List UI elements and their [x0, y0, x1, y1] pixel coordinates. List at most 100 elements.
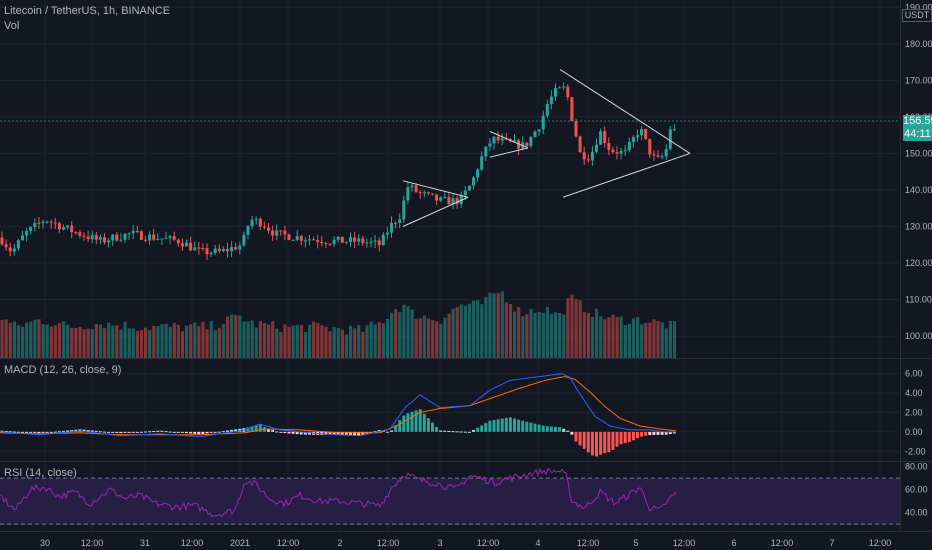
candle-body[interactable] — [254, 218, 258, 220]
candle-body[interactable] — [586, 159, 590, 161]
candle-body[interactable] — [414, 185, 418, 192]
candle-body[interactable] — [131, 230, 135, 234]
candle-body[interactable] — [172, 236, 176, 240]
trendline[interactable] — [562, 152, 691, 198]
candle-body[interactable] — [189, 242, 193, 251]
symbol-legend[interactable]: Litecoin / TetherUS, 1h, BINANCE — [4, 5, 171, 17]
candle-body[interactable] — [595, 144, 598, 152]
candle-body[interactable] — [176, 239, 180, 244]
trendline[interactable] — [559, 68, 691, 154]
candle-body[interactable] — [57, 223, 61, 230]
candle-body[interactable] — [250, 219, 254, 227]
candle-body[interactable] — [148, 234, 152, 241]
candle-body[interactable] — [45, 221, 49, 223]
candle-body[interactable] — [377, 240, 381, 246]
candle-body[interactable] — [287, 234, 291, 240]
candle-body[interactable] — [541, 115, 545, 130]
candle-body[interactable] — [308, 239, 311, 241]
candle-body[interactable] — [160, 238, 164, 240]
candle-body[interactable] — [656, 155, 660, 157]
candle-body[interactable] — [353, 237, 357, 242]
volume-legend[interactable]: Vol — [4, 20, 20, 32]
candle-body[interactable] — [529, 136, 533, 147]
candle-body[interactable] — [49, 221, 53, 223]
currency-badge[interactable]: USDT — [902, 9, 932, 22]
candle-body[interactable] — [349, 237, 352, 242]
candle-body[interactable] — [369, 241, 373, 243]
candle-body[interactable] — [599, 131, 603, 145]
candle-body[interactable] — [107, 240, 111, 243]
candle-body[interactable] — [234, 247, 238, 250]
candle-body[interactable] — [180, 243, 184, 247]
candle-body[interactable] — [94, 235, 98, 240]
candle-body[interactable] — [451, 198, 455, 205]
candle-body[interactable] — [144, 239, 147, 241]
candle-body[interactable] — [328, 243, 332, 245]
candle-body[interactable] — [279, 230, 283, 232]
candle-body[interactable] — [41, 221, 45, 223]
candle-body[interactable] — [459, 195, 463, 205]
candle-body[interactable] — [385, 232, 389, 235]
candle-body[interactable] — [480, 156, 484, 170]
pane-dividers[interactable] — [0, 0, 932, 532]
trendline[interactable] — [402, 196, 469, 227]
candle-body[interactable] — [262, 226, 266, 228]
candle-body[interactable] — [303, 240, 307, 242]
candle-body[interactable] — [70, 225, 74, 233]
candle-body[interactable] — [205, 248, 209, 255]
candle-body[interactable] — [394, 222, 398, 224]
candle-body[interactable] — [320, 241, 324, 244]
candle-body[interactable] — [554, 87, 557, 97]
candle-body[interactable] — [636, 135, 639, 138]
candle-body[interactable] — [86, 236, 90, 240]
candle-body[interactable] — [566, 86, 570, 98]
candle-body[interactable] — [513, 140, 516, 142]
candle-body[interactable] — [344, 241, 348, 243]
candle-body[interactable] — [127, 233, 131, 235]
trendline[interactable] — [402, 180, 469, 198]
candle-body[interactable] — [33, 222, 37, 227]
candle-body[interactable] — [418, 191, 422, 193]
candle-body[interactable] — [578, 136, 582, 153]
candle-body[interactable] — [611, 149, 615, 153]
candle-body[interactable] — [365, 242, 369, 244]
candle-body[interactable] — [476, 169, 480, 178]
candle-body[interactable] — [549, 96, 553, 105]
candle-body[interactable] — [652, 154, 656, 156]
candle-body[interactable] — [570, 97, 574, 122]
candle-body[interactable] — [213, 248, 217, 253]
candle-body[interactable] — [644, 128, 648, 139]
candle-body[interactable] — [615, 152, 619, 154]
candle-body[interactable] — [98, 237, 102, 240]
candle-body[interactable] — [197, 247, 201, 249]
candle-body[interactable] — [402, 200, 406, 220]
candle-body[interactable] — [357, 238, 361, 242]
candle-body[interactable] — [139, 231, 143, 240]
candle-body[interactable] — [492, 136, 496, 144]
candle-body[interactable] — [12, 248, 16, 252]
candle-body[interactable] — [619, 150, 623, 154]
candle-body[interactable] — [500, 138, 504, 141]
rsi-legend[interactable]: RSI (14, close) — [4, 467, 77, 479]
candle-body[interactable] — [4, 244, 8, 248]
candle-body[interactable] — [406, 187, 410, 201]
candle-body[interactable] — [672, 129, 676, 131]
candle-body[interactable] — [299, 236, 303, 241]
candle-body[interactable] — [431, 193, 434, 195]
candle-body[interactable] — [168, 236, 172, 238]
candle-body[interactable] — [25, 231, 29, 236]
candle-body[interactable] — [590, 151, 594, 161]
candle-body[interactable] — [29, 226, 33, 232]
candle-body[interactable] — [103, 237, 106, 243]
candle-body[interactable] — [62, 227, 65, 230]
candle-body[interactable] — [648, 138, 652, 155]
candle-body[interactable] — [398, 219, 402, 223]
candle-body[interactable] — [623, 150, 627, 152]
candle-body[interactable] — [439, 197, 443, 201]
candle-body[interactable] — [164, 237, 168, 239]
candle-body[interactable] — [242, 234, 246, 246]
candle-body[interactable] — [545, 104, 549, 116]
candle-body[interactable] — [324, 243, 328, 245]
candle-body[interactable] — [115, 234, 119, 241]
candle-body[interactable] — [156, 238, 160, 240]
